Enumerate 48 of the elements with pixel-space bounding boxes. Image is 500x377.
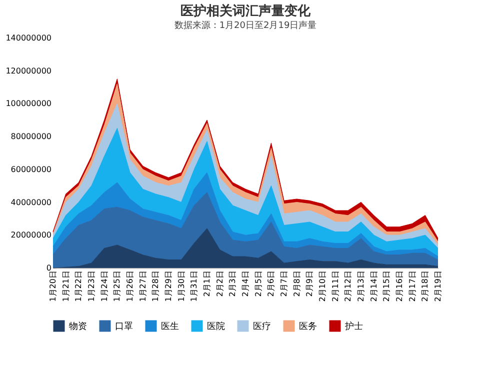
y-tick-label: 140000000: [6, 34, 52, 42]
x-tick-label: 1月29日: [164, 270, 173, 302]
x-tick-label: 2月11日: [330, 270, 340, 302]
legend-label: 物资: [69, 321, 87, 332]
legend-label: 医疗: [253, 321, 271, 332]
legend-label: 医院: [207, 321, 225, 332]
x-tick-label: 2月5日: [254, 270, 263, 297]
x-tick-label: 2月17日: [408, 270, 417, 302]
x-tick-label: 2月13日: [356, 270, 366, 302]
legend-label: 口罩: [115, 321, 133, 332]
y-tick-label: 80000000: [10, 132, 52, 142]
y-tick-label: 100000000: [6, 99, 52, 108]
legend-label: 医生: [161, 321, 179, 332]
x-tick-label: 2月14日: [369, 270, 378, 302]
x-tick-label: 2月15日: [382, 270, 392, 302]
y-tick-label: 20000000: [10, 230, 52, 240]
x-tick-label: 2月2日: [215, 270, 224, 297]
x-tick-label: 2月6日: [266, 270, 276, 297]
x-tick-label: 1月31日: [190, 270, 199, 302]
x-tick-label: 2月12日: [344, 270, 353, 302]
x-tick-label: 2月7日: [280, 270, 288, 297]
x-tick-label: 1月25日: [112, 270, 122, 302]
x-tick-label: 2月18日: [420, 270, 430, 302]
x-tick-label: 2月3日: [228, 270, 238, 297]
x-tick-label: 2月9日: [305, 270, 314, 297]
source-note: 数据来源：1月20日至2月19日声量: [174, 20, 317, 31]
y-tick-label: 60000000: [10, 164, 52, 174]
x-tick-label: 2月19日: [434, 270, 442, 302]
legend-label: 护士: [344, 321, 363, 332]
chart-title: 医护相关词汇声量变化: [180, 3, 312, 19]
x-tick-label: 1月22日: [74, 270, 84, 302]
x-tick-label: 1月23日: [87, 270, 96, 302]
legend-label: 医务: [299, 321, 317, 332]
x-tick-label: 1月26日: [126, 270, 134, 302]
x-tick-label: 2月8日: [292, 270, 302, 297]
x-tick-label: 2月4日: [241, 270, 250, 297]
x-tick-label: 2月10日: [318, 270, 327, 302]
x-tick-label: 2月1日: [202, 270, 212, 297]
x-tick-label: 1月24日: [100, 270, 109, 302]
y-tick-label: 40000000: [10, 198, 52, 207]
x-tick-label: 1月21日: [61, 270, 70, 302]
y-tick-label: 0: [46, 264, 52, 272]
x-tick-label: 1月20日: [48, 270, 58, 302]
x-tick-label: 2月16日: [395, 270, 404, 302]
x-tick-label: 1月27日: [138, 270, 148, 302]
x-tick-label: 1月30日: [176, 270, 186, 302]
x-tick-label: 1月28日: [151, 270, 160, 302]
y-tick-label: 120000000: [6, 66, 52, 76]
